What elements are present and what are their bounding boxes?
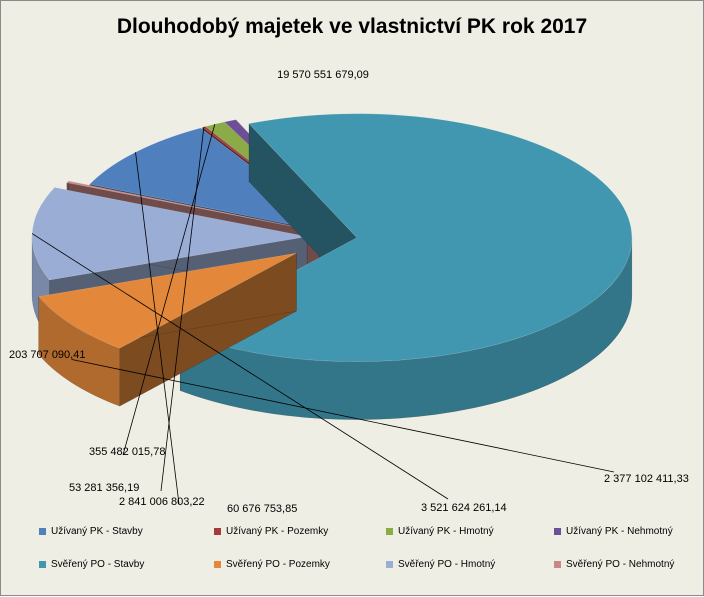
legend-item: Užívaný PK - Pozemky [214,526,386,537]
pie-slice-6 [38,252,297,407]
legend-item: Svěřený PO - Hmotný [386,559,554,570]
legend-swatch [214,528,221,535]
leader-line [122,124,216,456]
leader-line [160,126,205,492]
legend-swatch [554,528,561,535]
legend-swatch [554,561,561,568]
data-label: 2 841 006 803,22 [119,496,205,508]
chart-title: Dlouhodobý majetek ve vlastnictví PK rok… [116,15,588,38]
legend-label: Svěřený PO - Hmotný [398,559,496,570]
pie-slice-top [31,187,308,281]
data-label: 3 521 624 261,14 [421,502,507,514]
data-label: 355 482 015,78 [89,446,165,458]
data-label: 19 570 551 679,09 [277,69,369,81]
legend-item: Užívaný PK - Nehmotný [554,526,694,537]
data-label: 60 676 753,85 [227,503,297,515]
legend-swatch [214,561,221,568]
legend-item: Svěřený PO - Stavby [39,559,214,570]
data-label: 203 707 090,41 [9,349,85,361]
legend-label: Užívaný PK - Pozemky [226,526,329,537]
legend-item: Svěřený PO - Nehmotný [554,559,694,570]
legend-label: Svěřený PO - Pozemky [226,559,330,570]
legend-label: Svěřený PO - Stavby [51,559,145,570]
legend-label: Užívaný PK - Nehmotný [566,526,673,537]
chart-legend: Užívaný PK - Stavby Užívaný PK - Pozemky U… [39,526,679,570]
leader-line [31,233,449,500]
legend-swatch [39,561,46,568]
legend-swatch [39,528,46,535]
leader-line [135,152,180,505]
legend-item: Užívaný PK - Hmotný [386,526,554,537]
legend-swatch [386,528,393,535]
data-label: 2 377 102 411,33 [604,473,689,485]
legend-item: Užívaný PK - Stavby [39,526,214,537]
legend-item: Svěřený PO - Pozemky [214,559,386,570]
legend-label: Užívaný PK - Hmotný [398,526,494,537]
legend-label: Užívaný PK - Stavby [51,526,143,537]
data-label: 53 281 356,19 [69,482,139,494]
leader-line [71,359,615,473]
pie-slice-top [66,180,320,232]
legend-label: Svěřený PO - Nehmotný [566,559,675,570]
pie-slice-top [38,252,297,349]
legend-swatch [386,561,393,568]
